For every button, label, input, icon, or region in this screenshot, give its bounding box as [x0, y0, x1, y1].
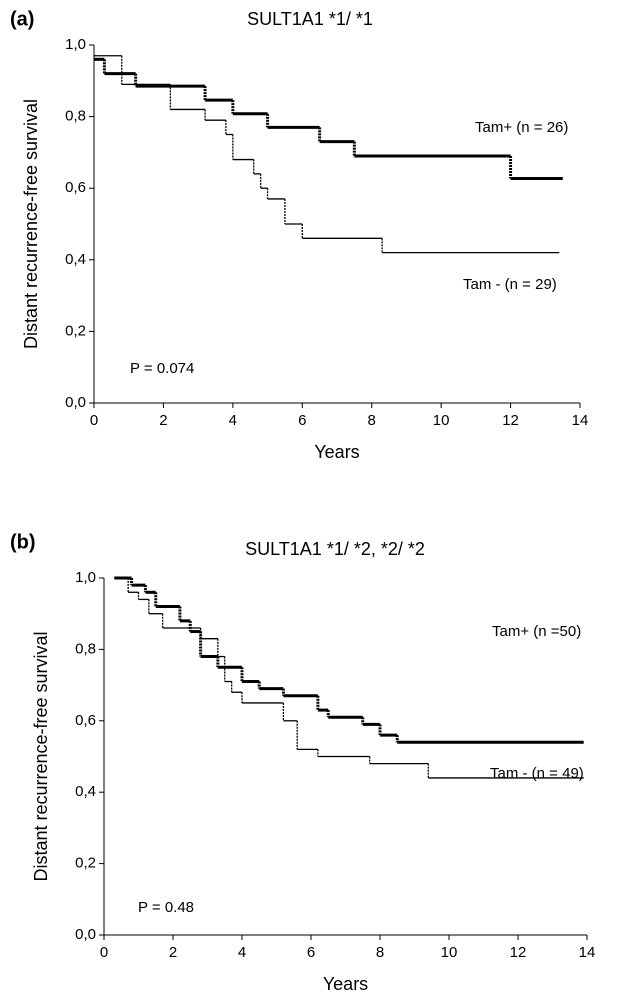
x-tick-label: 14 — [579, 944, 596, 961]
x-tick-label: 12 — [502, 412, 519, 429]
x-tick-label: 0 — [90, 412, 98, 429]
series-label: Tam+ (n =50) — [492, 623, 581, 640]
series-label: Tam - (n = 49) — [490, 765, 584, 782]
y-tick-label: 0,6 — [75, 712, 96, 729]
y-tick-label: 0,8 — [65, 108, 86, 125]
x-tick-label: 12 — [510, 944, 527, 961]
x-tick-label: 8 — [376, 944, 384, 961]
x-tick-label: 10 — [433, 412, 450, 429]
series-label: Tam+ (n = 26) — [475, 119, 568, 136]
panel-label: (a) — [10, 8, 34, 30]
y-axis-label: Distant recurrence-free survival — [21, 99, 41, 349]
x-tick-label: 2 — [159, 412, 167, 429]
y-tick-label: 1,0 — [65, 36, 86, 53]
x-tick-label: 2 — [169, 944, 177, 961]
series-label: Tam - (n = 29) — [463, 276, 557, 293]
x-tick-label: 4 — [229, 412, 237, 429]
x-axis-label: Years — [314, 442, 359, 462]
y-tick-label: 0,8 — [75, 640, 96, 657]
x-tick-label: 14 — [572, 412, 589, 429]
x-tick-label: 6 — [307, 944, 315, 961]
chart-title: SULT1A1 *1/ *2, *2/ *2 — [245, 539, 425, 559]
chart-title: SULT1A1 *1/ *1 — [247, 9, 373, 29]
x-axis-label: Years — [323, 974, 368, 994]
x-tick-label: 6 — [298, 412, 306, 429]
x-tick-label: 4 — [238, 944, 246, 961]
y-tick-label: 0,2 — [65, 322, 86, 339]
annotation: P = 0.074 — [130, 360, 194, 377]
panel-label: (b) — [10, 531, 36, 553]
y-tick-label: 0,4 — [65, 251, 86, 268]
y-tick-label: 0,0 — [75, 926, 96, 943]
x-tick-label: 10 — [441, 944, 458, 961]
y-tick-label: 1,0 — [75, 569, 96, 586]
y-tick-label: 0,6 — [65, 179, 86, 196]
y-axis-label: Distant recurrence-free survival — [31, 631, 51, 881]
y-tick-label: 0,0 — [65, 394, 86, 411]
y-tick-label: 0,4 — [75, 783, 96, 800]
annotation: P = 0.48 — [138, 899, 194, 916]
x-tick-label: 0 — [100, 944, 108, 961]
y-tick-label: 0,2 — [75, 855, 96, 872]
x-tick-label: 8 — [368, 412, 376, 429]
